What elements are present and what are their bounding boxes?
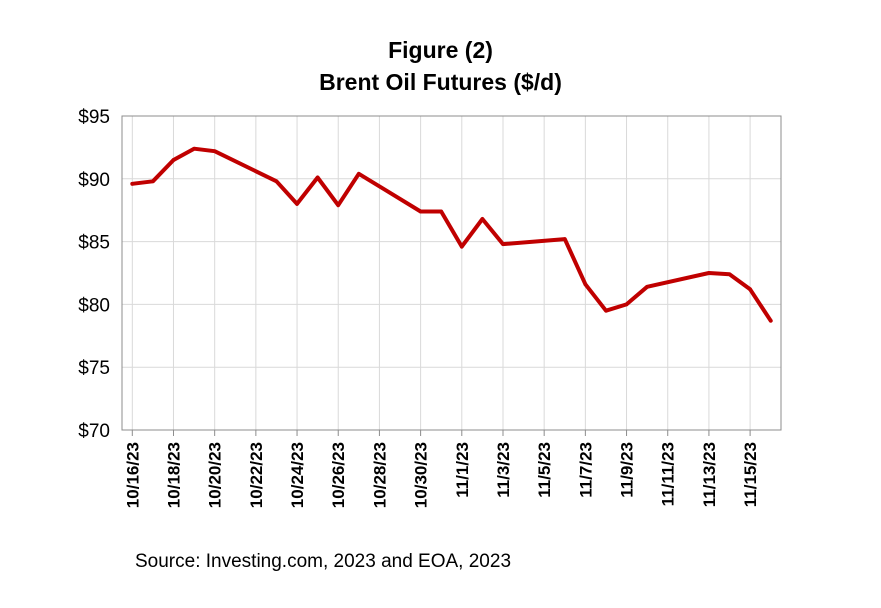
y-tick-label: $85 (78, 233, 110, 254)
figure-label: Figure (2) (388, 37, 493, 63)
x-tick-label: 11/9/23 (618, 442, 637, 498)
data-point (315, 175, 320, 180)
data-point (336, 203, 341, 207)
data-point (130, 182, 135, 186)
x-tick-label: 10/18/23 (164, 442, 183, 508)
data-point (151, 179, 155, 184)
data-point (357, 171, 361, 176)
plot-area-border (121, 115, 782, 431)
series-layer (130, 146, 773, 323)
data-point (707, 271, 711, 275)
data-point (480, 217, 485, 221)
data-point (727, 272, 732, 277)
data-point (501, 242, 505, 246)
data-point (562, 237, 567, 241)
data-point (748, 287, 752, 292)
x-tick-label: 10/30/23 (412, 442, 431, 508)
x-tick-label: 11/11/23 (659, 442, 678, 506)
data-point (439, 209, 444, 214)
data-point (418, 209, 423, 214)
y-tick-label: $95 (78, 107, 110, 128)
data-point (604, 308, 608, 313)
x-tick-label: 10/28/23 (370, 442, 389, 508)
x-tick-label: 10/16/23 (123, 442, 142, 508)
y-tick-label: $90 (78, 170, 110, 191)
data-point (459, 244, 464, 249)
chart-subtitle: Brent Oil Futures ($/d) (319, 69, 562, 95)
data-point (212, 149, 217, 153)
grid-lines (122, 115, 781, 430)
x-tick-label: 10/24/23 (288, 442, 307, 508)
x-tick-label: 10/20/23 (206, 442, 225, 508)
data-point (192, 146, 196, 151)
y-tick-label: $80 (78, 295, 110, 316)
data-point (645, 285, 649, 289)
data-point (624, 302, 629, 307)
x-tick-label: 10/26/23 (329, 442, 348, 508)
x-tick-label: 10/22/23 (247, 442, 266, 508)
axes: $70 $75 $80 $85 $90 $95 10/16/23 10/18/23 10/20/… (78, 107, 760, 508)
x-tick-label: 11/5/23 (535, 442, 554, 498)
source-note: Source: Investing.com, 2023 and EOA, 202… (135, 551, 512, 572)
x-tick-label: 11/3/23 (494, 442, 513, 498)
y-tick-label: $75 (78, 358, 110, 379)
data-point (768, 318, 773, 323)
y-tick-label: $70 (78, 421, 110, 442)
x-tick-label: 11/13/23 (700, 442, 719, 507)
chart-title: Figure (2) Brent Oil Futures ($/d) (0, 34, 881, 98)
data-point (171, 158, 176, 162)
series-line-brent (130, 146, 773, 323)
x-tick-label: 11/1/23 (453, 442, 472, 498)
x-tick-label: 11/7/23 (576, 442, 595, 498)
data-point (583, 282, 588, 287)
x-tick-label: 11/15/23 (741, 442, 760, 507)
data-point (295, 202, 299, 206)
data-point (274, 179, 279, 184)
